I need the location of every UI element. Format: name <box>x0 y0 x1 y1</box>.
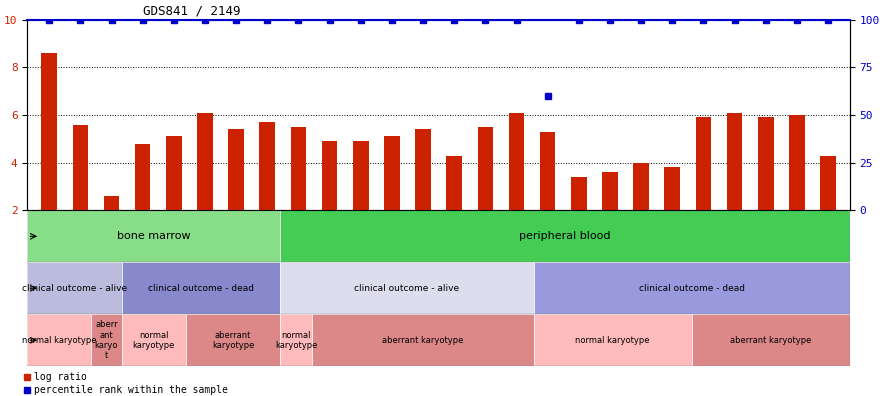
Bar <box>122 314 186 366</box>
Bar <box>534 314 691 366</box>
Text: normal karyotype: normal karyotype <box>575 336 650 345</box>
Text: peripheral blood: peripheral blood <box>520 231 611 241</box>
Bar <box>312 314 534 366</box>
Bar <box>385 137 400 210</box>
Bar <box>280 262 534 314</box>
Bar <box>322 141 338 210</box>
Bar <box>602 172 618 210</box>
Bar <box>758 117 774 210</box>
Bar <box>91 314 122 366</box>
Bar <box>446 156 462 210</box>
Bar <box>72 125 88 210</box>
Text: clinical outcome - alive: clinical outcome - alive <box>354 284 460 293</box>
Bar <box>696 117 712 210</box>
Bar <box>477 127 493 210</box>
Bar <box>280 314 312 366</box>
Bar <box>727 112 743 210</box>
Text: aberrant
karyotype: aberrant karyotype <box>212 331 255 350</box>
Bar <box>27 314 91 366</box>
Bar <box>228 129 244 210</box>
Bar <box>42 53 57 210</box>
Text: normal
karyotype: normal karyotype <box>275 331 317 350</box>
Bar <box>820 156 836 210</box>
Bar <box>260 122 275 210</box>
Text: aberrant karyotype: aberrant karyotype <box>730 336 812 345</box>
Text: log ratio: log ratio <box>34 372 87 382</box>
Text: normal karyotype: normal karyotype <box>22 336 96 345</box>
Bar <box>508 112 524 210</box>
Bar <box>534 262 850 314</box>
Text: clinical outcome - alive: clinical outcome - alive <box>22 284 127 293</box>
Text: genotype/variation: genotype/variation <box>0 395 1 396</box>
Text: clinical outcome - dead: clinical outcome - dead <box>149 284 255 293</box>
Text: clinical outcome - dead: clinical outcome - dead <box>639 284 744 293</box>
Bar <box>415 129 431 210</box>
Bar <box>27 262 122 314</box>
Bar <box>291 127 306 210</box>
Text: percentile rank within the sample: percentile rank within the sample <box>34 385 227 395</box>
Bar <box>166 137 181 210</box>
Bar <box>789 115 804 210</box>
Bar <box>197 112 213 210</box>
Bar <box>135 144 150 210</box>
Bar <box>691 314 850 366</box>
Bar <box>122 262 280 314</box>
Bar <box>633 163 649 210</box>
Bar <box>27 210 280 262</box>
Text: disease state: disease state <box>0 395 1 396</box>
Bar <box>665 168 680 210</box>
Text: normal
karyotype: normal karyotype <box>133 331 175 350</box>
Bar <box>571 177 587 210</box>
Bar <box>186 314 280 366</box>
Text: aberrant karyotype: aberrant karyotype <box>382 336 463 345</box>
Text: GDS841 / 2149: GDS841 / 2149 <box>142 4 240 17</box>
Bar <box>353 141 369 210</box>
Bar <box>540 132 555 210</box>
Text: aberr
ant
karyo
t: aberr ant karyo t <box>95 320 118 360</box>
Bar <box>280 210 850 262</box>
Text: tissue: tissue <box>0 395 1 396</box>
Text: bone marrow: bone marrow <box>117 231 191 241</box>
Bar <box>103 196 119 210</box>
